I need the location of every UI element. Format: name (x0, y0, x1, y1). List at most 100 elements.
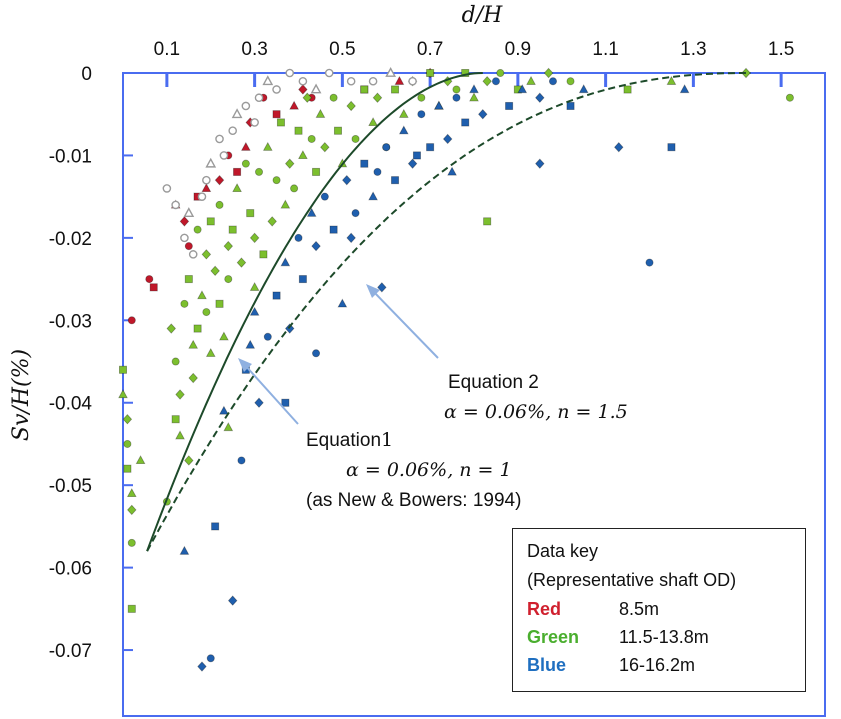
data-point-green (236, 257, 247, 268)
equation-1-params: α = 0.06%, n = 1 (346, 459, 512, 481)
data-point-green (262, 141, 273, 151)
x-tick-label: 0.7 (417, 39, 443, 60)
data-point-blue (398, 125, 409, 135)
data-point-unlabeled (202, 175, 211, 185)
data-point-green (298, 150, 308, 160)
legend-name-red: Red (527, 599, 562, 619)
data-point-blue (517, 84, 528, 94)
legend-title: Data key (527, 541, 599, 561)
x-tick-label: 0.1 (154, 39, 180, 60)
data-point-blue (294, 233, 303, 242)
data-point-green (785, 93, 794, 102)
data-point-blue (368, 191, 378, 201)
data-point-green (333, 126, 342, 135)
data-point-green (228, 225, 237, 234)
y-tick-label: -0.03 (49, 311, 92, 332)
data-point-green (171, 357, 180, 366)
data-point-green (126, 488, 137, 498)
data-point-red (201, 183, 212, 193)
equation-curves (146, 72, 751, 552)
data-point-blue (254, 397, 264, 408)
data-point-blue (342, 174, 352, 186)
data-point-green (184, 455, 194, 466)
y-tick-label: -0.04 (49, 394, 93, 415)
data-point-blue (346, 232, 356, 244)
data-point-green (346, 100, 356, 112)
data-point-green (259, 250, 268, 259)
data-point-blue (478, 109, 488, 120)
x-tick-label: 0.9 (505, 39, 531, 60)
data-point-blue (306, 207, 317, 217)
y-tick-label: -0.02 (49, 229, 92, 250)
data-point-green (241, 159, 250, 168)
data-point-unlabeled (250, 118, 259, 127)
data-point-green (175, 430, 185, 440)
data-point-blue (426, 143, 435, 152)
data-point-green (175, 389, 185, 400)
data-point-unlabeled (231, 108, 243, 119)
x-axis-ticks: 0.1 0.3 0.5 0.7 0.9 1.1 1.3 1.5 (154, 39, 794, 87)
x-tick-label: 0.5 (329, 39, 355, 60)
legend-name-blue: Blue (527, 655, 567, 675)
data-point-blue (491, 77, 500, 86)
data-point-blue (505, 101, 514, 110)
data-point-green (391, 85, 400, 94)
y-tick-label: -0.01 (49, 146, 92, 167)
data-point-red (298, 84, 308, 95)
data-point-blue (272, 291, 281, 300)
data-point-green (219, 331, 229, 341)
data-point-blue (447, 166, 457, 176)
legend-subtitle: (Representative shaft OD) (527, 570, 737, 590)
data-point-green (543, 67, 554, 79)
data-point-unlabeled (162, 184, 172, 193)
y-axis-ticks: 0 -0.01 -0.02 -0.03 -0.04 -0.05 -0.06 -0.07 (49, 64, 133, 662)
data-point-green (193, 324, 202, 333)
equation-2-params: α = 0.06%, n = 1.5 (444, 401, 628, 423)
data-point-blue (351, 209, 360, 218)
data-point-green (294, 126, 303, 135)
data-point-green (741, 67, 751, 79)
data-point-green (188, 372, 198, 384)
data-point-green (249, 232, 260, 244)
data-point-green (246, 209, 255, 218)
data-point-blue (179, 545, 190, 555)
data-point-green (206, 217, 215, 226)
data-point-unlabeled (346, 76, 356, 86)
data-point-green (483, 217, 492, 226)
data-point-green (526, 75, 536, 85)
data-point-blue (434, 100, 444, 110)
legend-value-green: 11.5-13.8m (619, 627, 709, 647)
data-point-unlabeled (241, 101, 251, 111)
data-point-green (123, 439, 132, 448)
legend-item-blue: Blue 16-16.2m (527, 655, 797, 679)
y-tick-label: 0 (81, 64, 92, 85)
data-point-red (233, 167, 242, 176)
data-point-blue (227, 595, 238, 606)
y-tick-label: -0.05 (49, 476, 92, 497)
data-point-unlabeled (215, 134, 224, 144)
data-point-green (280, 199, 291, 209)
y-axis-title: Sv/H(%) (9, 349, 34, 441)
equation-1-label: Equation1 (306, 429, 393, 451)
data-point-blue (535, 158, 545, 169)
data-point-unlabeled (183, 207, 195, 218)
equation-1-number: 1 (381, 429, 393, 451)
annotation-equation-2: Equation 2 α = 0.06%, n = 1.5 (444, 372, 628, 423)
data-point-green (426, 69, 435, 78)
x-tick-label: 1.5 (768, 39, 794, 60)
data-point-red (272, 110, 281, 119)
data-point-green (180, 299, 189, 308)
data-point-unlabeled (262, 75, 274, 86)
data-point-green (127, 604, 136, 613)
data-point-green (232, 183, 242, 193)
data-point-blue (206, 654, 215, 663)
x-tick-label: 1.1 (592, 39, 618, 60)
data-point-green (312, 167, 321, 176)
data-point-red (127, 316, 136, 325)
data-point-green (224, 275, 233, 284)
data-point-blue (377, 282, 387, 293)
data-point-green (122, 414, 133, 425)
equation-2-label: Equation 2 (448, 372, 539, 393)
data-point-unlabeled (285, 68, 295, 78)
data-point-blue (614, 141, 624, 153)
